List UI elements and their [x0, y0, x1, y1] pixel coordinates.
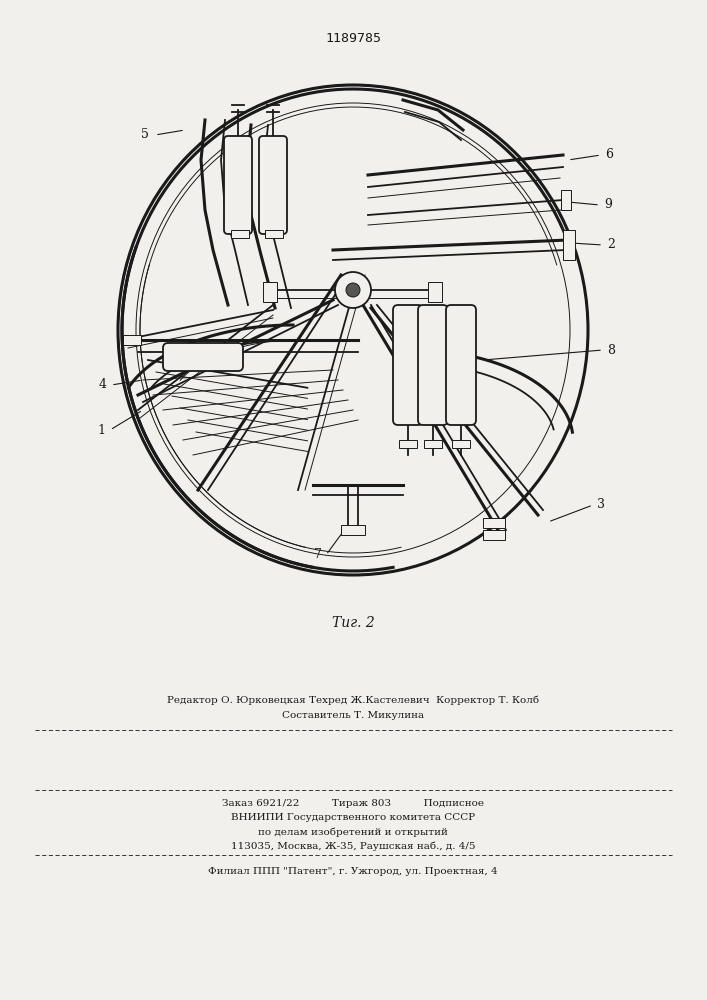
FancyBboxPatch shape — [224, 136, 252, 234]
Text: 1: 1 — [97, 424, 105, 436]
Bar — [123, 335, 141, 345]
Circle shape — [335, 272, 371, 308]
FancyBboxPatch shape — [259, 136, 287, 234]
Bar — [265, 230, 283, 238]
Text: по делам изобретений и открытий: по делам изобретений и открытий — [258, 827, 448, 837]
Bar — [483, 518, 505, 528]
Text: 1189785: 1189785 — [325, 31, 381, 44]
Bar — [231, 230, 249, 238]
Bar — [563, 230, 575, 260]
Bar — [483, 530, 505, 540]
Text: 2: 2 — [607, 238, 615, 251]
FancyBboxPatch shape — [393, 305, 423, 425]
Text: Филиал ППП "Патент", г. Ужгород, ул. Проектная, 4: Филиал ППП "Патент", г. Ужгород, ул. Про… — [208, 866, 498, 876]
Text: 6: 6 — [605, 148, 613, 161]
Text: 5: 5 — [141, 128, 149, 141]
Text: 8: 8 — [607, 344, 615, 357]
Bar — [263, 282, 277, 302]
Text: 113035, Москва, Ж-35, Раушская наб., д. 4/5: 113035, Москва, Ж-35, Раушская наб., д. … — [230, 841, 475, 851]
Text: Составитель Т. Микулина: Составитель Т. Микулина — [282, 710, 424, 720]
FancyBboxPatch shape — [163, 343, 243, 371]
Text: Τиг. 2: Τиг. 2 — [332, 616, 375, 630]
Text: Заказ 6921/22          Тираж 803          Подписное: Заказ 6921/22 Тираж 803 Подписное — [222, 800, 484, 808]
Bar — [341, 525, 365, 535]
Text: Редактор О. Юрковецкая Техред Ж.Кастелевич  Корректор Т. Колб: Редактор О. Юрковецкая Техред Ж.Кастелев… — [167, 695, 539, 705]
Bar — [452, 440, 470, 448]
Text: 3: 3 — [597, 498, 605, 512]
Circle shape — [346, 283, 360, 297]
FancyBboxPatch shape — [446, 305, 476, 425]
FancyBboxPatch shape — [418, 305, 448, 425]
Text: 4: 4 — [99, 378, 107, 391]
Bar — [424, 440, 442, 448]
Bar — [399, 440, 417, 448]
Bar — [561, 190, 571, 210]
Bar — [428, 282, 442, 302]
Text: 9: 9 — [604, 198, 612, 212]
Text: 7: 7 — [314, 548, 322, 562]
Text: ВНИИПИ Государственного комитета СССР: ВНИИПИ Государственного комитета СССР — [231, 814, 475, 822]
